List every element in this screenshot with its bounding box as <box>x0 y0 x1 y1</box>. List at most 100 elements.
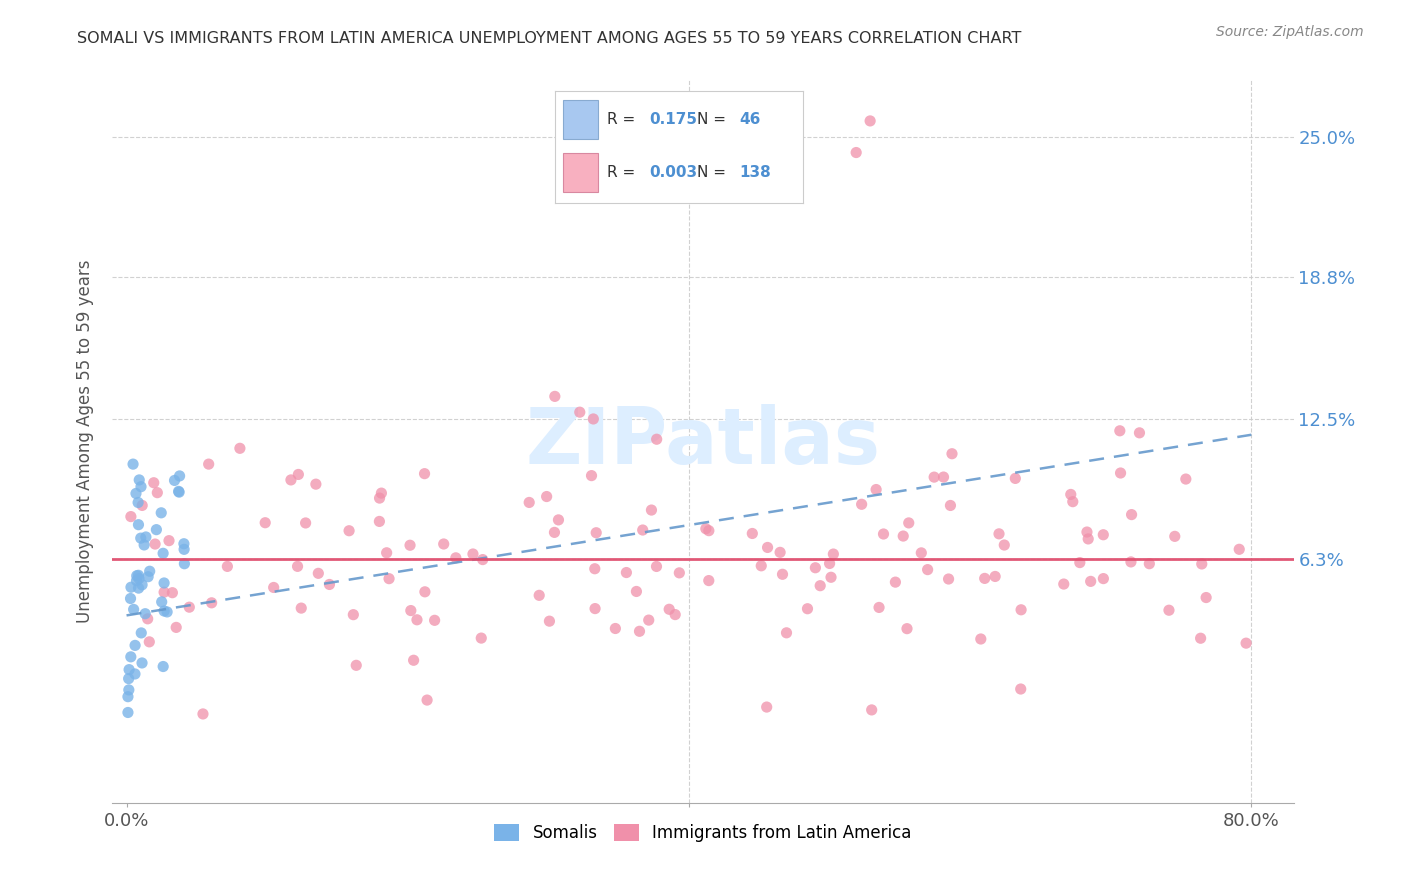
Point <box>1157 603 1180 617</box>
Point <box>697 524 720 538</box>
Point <box>134 607 156 621</box>
Point <box>897 516 920 530</box>
Point <box>628 624 651 639</box>
Point <box>461 547 484 561</box>
Point <box>910 546 932 560</box>
Point <box>1076 524 1098 539</box>
Point <box>287 559 309 574</box>
Point <box>993 538 1015 552</box>
Point <box>150 595 173 609</box>
Point <box>153 604 176 618</box>
Point <box>287 467 309 482</box>
Point <box>229 442 252 456</box>
Point <box>938 572 960 586</box>
Point <box>1060 487 1083 501</box>
Point <box>131 499 153 513</box>
Point <box>859 114 882 128</box>
Point <box>217 559 239 574</box>
Point <box>173 542 195 557</box>
Point <box>823 547 845 561</box>
Point <box>984 569 1007 583</box>
Point <box>637 613 659 627</box>
Point <box>423 613 446 627</box>
Point <box>167 484 190 499</box>
Point <box>156 605 179 619</box>
Point <box>150 506 173 520</box>
Point <box>135 530 157 544</box>
Point <box>527 588 550 602</box>
Point <box>860 703 883 717</box>
Point <box>342 607 364 622</box>
Point <box>118 682 141 697</box>
Point <box>125 568 148 582</box>
Point <box>120 509 142 524</box>
Point <box>1119 555 1142 569</box>
Point <box>368 515 391 529</box>
Point <box>413 584 436 599</box>
Point <box>1189 632 1212 646</box>
Point <box>804 560 827 574</box>
Point <box>664 607 686 622</box>
Point <box>134 538 156 552</box>
Point <box>1164 529 1187 543</box>
Point <box>120 591 142 606</box>
Point <box>1227 542 1250 557</box>
Point <box>581 468 603 483</box>
Point <box>307 566 329 581</box>
Point <box>167 485 190 500</box>
Point <box>128 572 150 586</box>
Point <box>375 546 398 560</box>
Point <box>543 525 565 540</box>
Point <box>117 690 139 704</box>
Point <box>872 527 894 541</box>
Point <box>973 571 995 585</box>
Point <box>152 659 174 673</box>
Point <box>142 475 165 490</box>
Legend: Somalis, Immigrants from Latin America: Somalis, Immigrants from Latin America <box>488 817 918 848</box>
Point <box>124 639 146 653</box>
Point <box>157 533 180 548</box>
Point <box>517 495 540 509</box>
Point <box>796 601 818 615</box>
Point <box>305 477 328 491</box>
Point <box>845 145 868 160</box>
Point <box>939 499 962 513</box>
Point <box>547 513 569 527</box>
Point <box>645 559 668 574</box>
Point <box>138 564 160 578</box>
Point <box>755 700 778 714</box>
Point <box>697 574 720 588</box>
Point <box>368 491 391 505</box>
Point <box>818 557 841 571</box>
Point <box>162 585 184 599</box>
Point <box>120 649 142 664</box>
Point <box>370 486 392 500</box>
Point <box>1092 527 1115 541</box>
Point <box>179 600 201 615</box>
Point <box>280 473 302 487</box>
Point <box>117 672 139 686</box>
Point <box>127 517 149 532</box>
Point <box>988 526 1011 541</box>
Point <box>152 546 174 560</box>
Point <box>626 584 648 599</box>
Point <box>941 447 963 461</box>
Point <box>337 524 360 538</box>
Point <box>470 631 492 645</box>
Point <box>585 525 607 540</box>
Point <box>749 558 772 573</box>
Point <box>471 552 494 566</box>
Point <box>769 545 792 559</box>
Point <box>1174 472 1197 486</box>
Point <box>127 568 149 582</box>
Point <box>568 405 591 419</box>
Point <box>1069 556 1091 570</box>
Point <box>658 602 681 616</box>
Point <box>122 602 145 616</box>
Point <box>136 570 159 584</box>
Point <box>538 614 561 628</box>
Point <box>344 658 367 673</box>
Point <box>1010 603 1032 617</box>
Point <box>820 570 842 584</box>
Point <box>191 706 214 721</box>
